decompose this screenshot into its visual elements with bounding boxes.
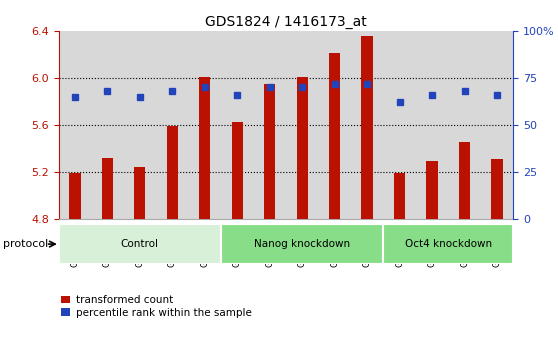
Bar bbox=[426, 161, 438, 219]
Bar bbox=[91, 31, 123, 219]
Bar bbox=[199, 77, 210, 219]
Bar bbox=[394, 173, 405, 219]
Bar bbox=[221, 31, 253, 219]
Title: GDS1824 / 1416173_at: GDS1824 / 1416173_at bbox=[205, 14, 367, 29]
Bar bbox=[123, 31, 156, 219]
Text: Oct4 knockdown: Oct4 knockdown bbox=[405, 239, 492, 249]
Bar bbox=[167, 126, 178, 219]
Bar bbox=[449, 31, 481, 219]
Text: Control: Control bbox=[121, 239, 159, 249]
Bar bbox=[481, 31, 513, 219]
Bar bbox=[264, 84, 276, 219]
Bar bbox=[134, 167, 146, 219]
Bar bbox=[319, 31, 351, 219]
Text: protocol: protocol bbox=[3, 239, 48, 249]
Bar bbox=[296, 77, 308, 219]
Text: Nanog knockdown: Nanog knockdown bbox=[254, 239, 350, 249]
Bar bbox=[416, 31, 449, 219]
Bar bbox=[221, 224, 383, 264]
Bar bbox=[232, 121, 243, 219]
Bar bbox=[383, 31, 416, 219]
Bar bbox=[492, 159, 503, 219]
Bar bbox=[59, 224, 221, 264]
Bar bbox=[459, 141, 470, 219]
Bar bbox=[362, 36, 373, 219]
Bar bbox=[69, 173, 80, 219]
Bar bbox=[59, 31, 91, 219]
Legend: transformed count, percentile rank within the sample: transformed count, percentile rank withi… bbox=[61, 295, 252, 318]
Bar bbox=[253, 31, 286, 219]
Bar bbox=[329, 53, 340, 219]
Bar bbox=[286, 31, 319, 219]
Bar bbox=[156, 31, 189, 219]
Bar bbox=[383, 224, 513, 264]
Bar bbox=[102, 158, 113, 219]
Bar bbox=[189, 31, 221, 219]
Bar bbox=[351, 31, 383, 219]
